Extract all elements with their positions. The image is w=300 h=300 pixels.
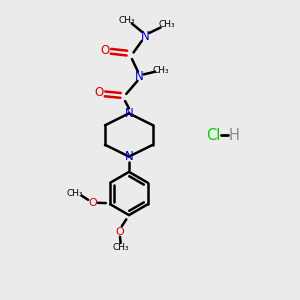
- Text: O: O: [100, 44, 109, 57]
- Text: CH₃: CH₃: [118, 16, 135, 25]
- Text: CH₃: CH₃: [112, 243, 129, 252]
- Text: N: N: [135, 70, 144, 83]
- Text: CH₃: CH₃: [159, 20, 176, 29]
- Text: H: H: [229, 128, 239, 142]
- Text: N: N: [124, 150, 134, 163]
- Text: O: O: [115, 226, 124, 237]
- Text: Cl: Cl: [206, 128, 220, 142]
- Text: N: N: [124, 107, 134, 120]
- Text: CH₃: CH₃: [67, 189, 83, 198]
- Text: O: O: [88, 198, 97, 208]
- Text: N: N: [141, 29, 150, 43]
- Text: CH₃: CH₃: [153, 66, 169, 75]
- Text: O: O: [94, 86, 103, 100]
